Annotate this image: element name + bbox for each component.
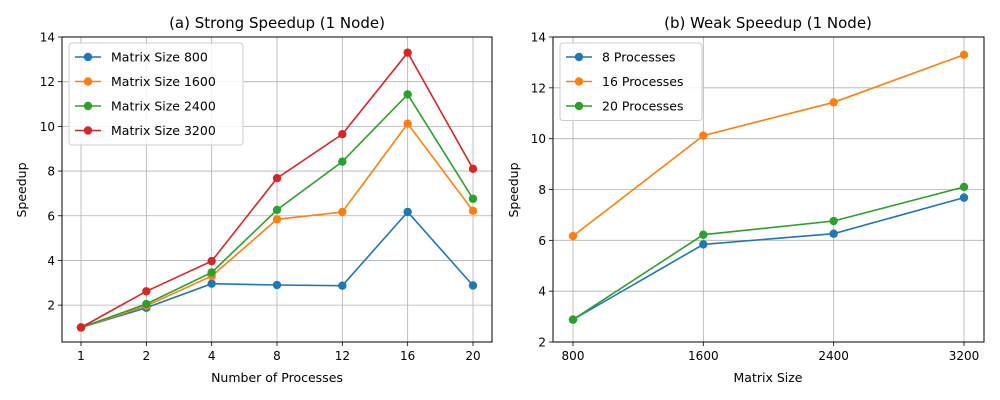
y-tick-label: 14 [40, 31, 55, 45]
data-point [338, 281, 347, 290]
legend-box [559, 42, 703, 121]
series-line [572, 54, 965, 237]
data-point [468, 194, 478, 203]
data-point [142, 287, 151, 296]
x-axis-label: Matrix Size [734, 370, 803, 385]
legend-label: 16 Processes [602, 74, 684, 89]
chart-title: (b) Weak Speedup (1 Node) [664, 14, 872, 32]
legend-box [68, 42, 244, 146]
data-point [403, 48, 412, 57]
y-tick-label: 8 [47, 165, 55, 179]
y-tick-label: 4 [47, 254, 55, 268]
x-tick-label: 800 [562, 349, 585, 363]
legend-marker [83, 126, 93, 135]
data-point [403, 90, 412, 99]
y-axis-label: Speedup [506, 162, 521, 217]
series-2 [568, 50, 969, 241]
legend-label: Matrix Size 1600 [111, 74, 216, 89]
x-tick-label: 2 [143, 349, 151, 363]
data-point [699, 230, 708, 239]
y-tick-label: 6 [47, 209, 55, 223]
legend-marker [574, 52, 584, 62]
data-point [829, 216, 838, 226]
data-point [829, 98, 838, 107]
series-1 [568, 193, 969, 324]
legend-marker [574, 77, 584, 86]
y-tick-label: 8 [538, 183, 546, 197]
data-point [207, 279, 216, 288]
legend: 8 Processes 16 Processes 20 Processes [559, 42, 703, 121]
legend-item: Matrix Size 3200 [75, 123, 216, 138]
data-point [76, 323, 86, 332]
data-point [403, 207, 412, 217]
data-point [272, 280, 282, 290]
x-tick-label: 1600 [688, 349, 719, 363]
series-4 [76, 48, 478, 332]
x-tick-label: 8 [273, 349, 281, 363]
legend-marker [574, 101, 584, 111]
strong-speedup-chart: (a) Strong Speedup (1 Node) 1 2 4 8 12 16 2024… [14, 14, 493, 385]
legend-marker [83, 77, 93, 86]
weak-speedup-chart: (b) Weak Speedup (1 Node) 800 1600 2400 320… [506, 14, 985, 385]
data-point [568, 315, 578, 324]
legend-item: Matrix Size 1600 [75, 74, 216, 89]
data-point [959, 193, 969, 202]
data-point [699, 131, 708, 140]
chart-title: (a) Strong Speedup (1 Node) [169, 14, 385, 32]
x-axis-label: Number of Processes [211, 370, 343, 385]
y-axis-label: Speedup [14, 162, 29, 217]
series-line [572, 196, 965, 321]
y-tick-label: 10 [531, 132, 546, 146]
series-3 [568, 182, 969, 324]
data-point [468, 206, 478, 216]
data-point [272, 215, 282, 224]
legend-item: 8 Processes [566, 50, 676, 65]
data-point [468, 164, 478, 174]
x-tick-label: 16 [400, 349, 415, 363]
data-point [207, 268, 216, 277]
data-point [403, 119, 412, 128]
data-point [207, 256, 216, 266]
y-tick-label: 10 [40, 120, 55, 134]
legend-label: 20 Processes [602, 99, 684, 114]
x-tick-label: 20 [465, 349, 480, 363]
data-point [338, 129, 347, 139]
y-tick-label: 14 [531, 31, 546, 45]
y-tick-label: 2 [538, 336, 546, 350]
legend-item: Matrix Size 800 [75, 50, 208, 65]
data-point [829, 229, 838, 238]
x-tick-label: 1 [77, 349, 85, 363]
data-point [699, 240, 708, 249]
legend: Matrix Size 800 Matrix Size 1600 Matrix Si… [68, 42, 244, 146]
data-point [272, 205, 282, 215]
y-tick-label: 4 [538, 285, 546, 299]
data-point [959, 50, 969, 59]
data-point [142, 299, 151, 309]
series-line [572, 186, 965, 321]
legend-label: 8 Processes [602, 50, 676, 65]
legend-item: 20 Processes [566, 99, 684, 114]
y-tick-label: 12 [40, 75, 55, 89]
legend-item: 16 Processes [566, 74, 684, 89]
data-point [338, 207, 347, 217]
y-tick-label: 2 [47, 299, 55, 313]
y-tick-label: 12 [531, 81, 546, 95]
x-tick-label: 12 [335, 349, 350, 363]
legend-label: Matrix Size 2400 [111, 99, 216, 114]
legend-item: Matrix Size 2400 [75, 99, 216, 114]
legend-marker [83, 101, 93, 111]
x-tick-label: 4 [208, 349, 216, 363]
legend-label: Matrix Size 3200 [111, 123, 216, 138]
x-tick-label: 3200 [949, 349, 980, 363]
x-tick-label: 2400 [818, 349, 849, 363]
data-point [959, 182, 969, 192]
y-tick-label: 6 [538, 234, 546, 248]
data-point [338, 157, 347, 166]
data-point [272, 174, 282, 183]
legend-marker [83, 52, 93, 62]
legend-label: Matrix Size 800 [111, 50, 208, 65]
data-point [468, 281, 478, 290]
data-point [568, 231, 578, 241]
